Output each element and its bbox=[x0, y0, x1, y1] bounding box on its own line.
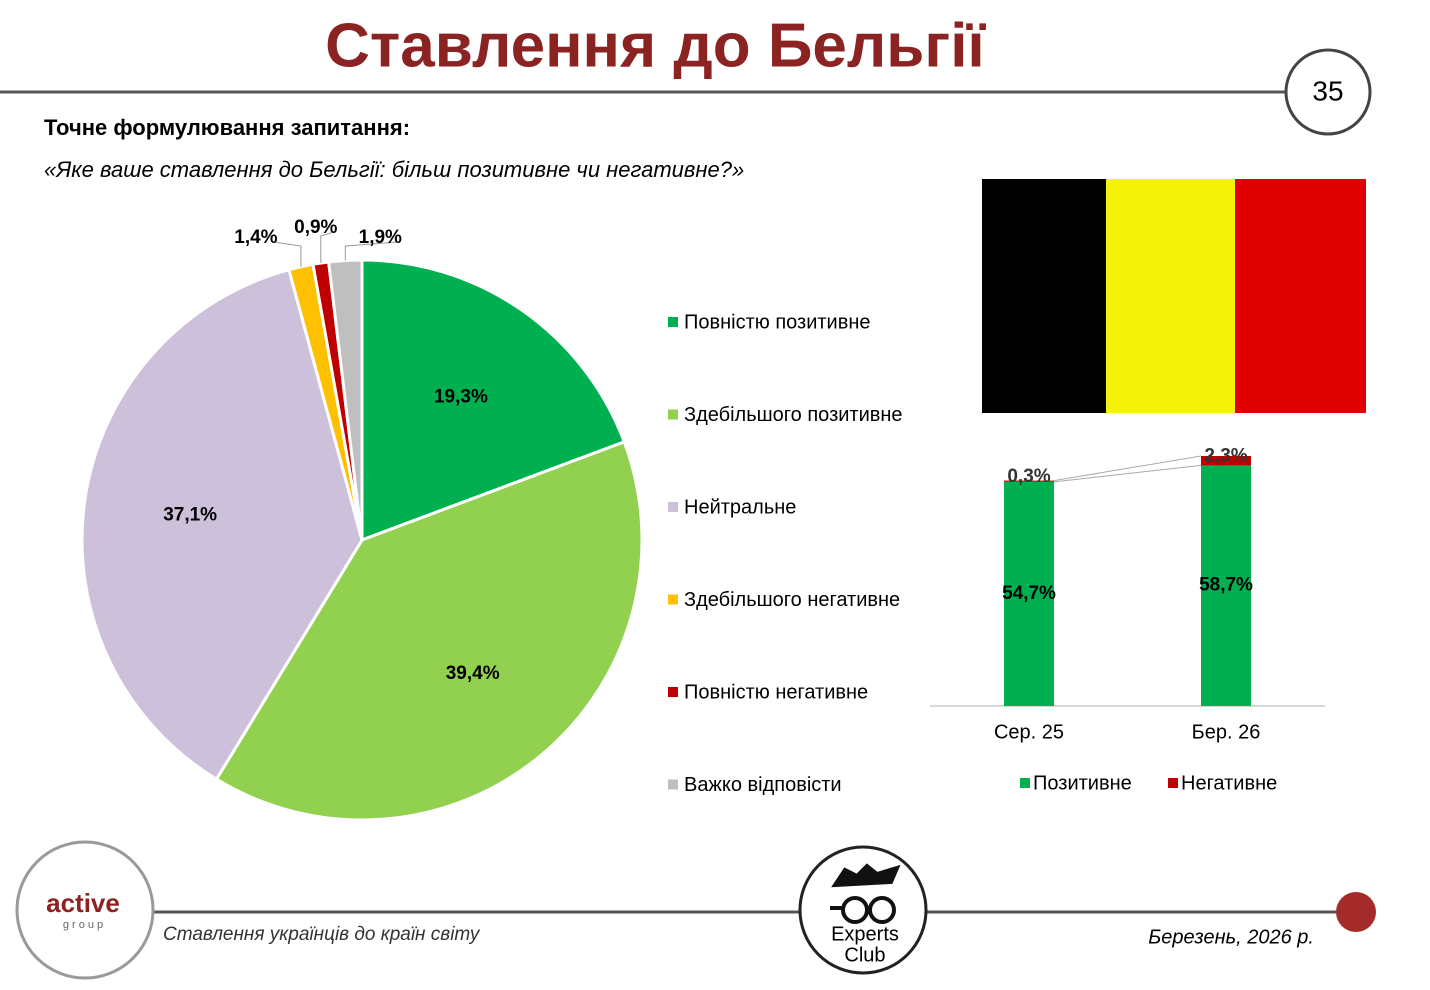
leader-line bbox=[344, 241, 399, 261]
question-heading: Точне формулювання запитання: bbox=[44, 115, 410, 140]
question: «Яке ваше ставлення до Бельгії: більш по… bbox=[44, 157, 744, 182]
logo-experts-text: Experts bbox=[831, 923, 899, 945]
x-tick-label: Бер. 26 bbox=[1192, 721, 1261, 743]
bar-segment bbox=[1004, 481, 1054, 706]
legend-swatch bbox=[668, 779, 678, 790]
legend-swatch bbox=[668, 502, 678, 512]
pie-label: 39,4% bbox=[446, 663, 500, 684]
legend-swatch bbox=[668, 409, 678, 420]
footer-date: Березень, 2026 р. bbox=[1148, 926, 1314, 948]
pie-label: 37,1% bbox=[163, 505, 217, 526]
leader-line bbox=[320, 231, 334, 264]
bar-label: 58,7% bbox=[1199, 575, 1253, 596]
footer-dot bbox=[1336, 892, 1376, 932]
logo-club-text: Club bbox=[844, 944, 885, 966]
legend-label: Важко відповісти bbox=[684, 774, 842, 796]
legend-swatch bbox=[668, 317, 678, 327]
legend-label: Нейтральне bbox=[684, 496, 796, 518]
bar-segment bbox=[1201, 465, 1251, 706]
pie-label: 19,3% bbox=[434, 386, 488, 407]
pie-label: 1,4% bbox=[234, 227, 277, 248]
bar-segment bbox=[1004, 480, 1054, 482]
pie-label: 1,9% bbox=[359, 227, 402, 248]
leader-line bbox=[273, 241, 302, 267]
slide-title: Ставлення до Бельгії bbox=[325, 11, 986, 80]
page-badge bbox=[1284, 48, 1372, 136]
bar-label: 54,7% bbox=[1002, 583, 1056, 604]
legend-swatch bbox=[1168, 778, 1178, 788]
legend-label: Повністю негативне bbox=[684, 681, 868, 703]
pie-slice bbox=[326, 258, 364, 541]
connector-line bbox=[1053, 455, 1202, 482]
pie-slice bbox=[214, 439, 644, 822]
legend-label: Здебільшого позитивне bbox=[684, 404, 903, 426]
pie-slice bbox=[360, 258, 627, 543]
pie-label: 0,9% bbox=[294, 217, 337, 238]
legend-label: Негативне bbox=[1181, 772, 1277, 794]
bar-label: 0,3% bbox=[1007, 466, 1050, 487]
footer-caption: Ставлення українців до країн світу bbox=[163, 924, 481, 945]
logo-active-text: active bbox=[46, 888, 120, 918]
logo-active bbox=[15, 840, 155, 980]
logo-glasses bbox=[830, 863, 901, 924]
bar-segment bbox=[1201, 456, 1251, 466]
legend-label: Позитивне bbox=[1033, 772, 1132, 794]
pie-slice bbox=[80, 267, 364, 782]
connector-line bbox=[1053, 464, 1202, 483]
legend-swatch bbox=[668, 594, 678, 605]
x-tick-label: Сер. 25 bbox=[994, 721, 1064, 743]
legend-swatch bbox=[1020, 778, 1030, 788]
bar-label: 2,3% bbox=[1204, 446, 1247, 467]
bar-chart: 54,7% 0,3% Сер. 25 58,7% 2,3% Бер. 26 Позитивн… bbox=[930, 446, 1325, 794]
logo-active-sub: g r o u p bbox=[63, 919, 103, 931]
flag bbox=[982, 179, 1366, 413]
pie-chart: 19,3% Повністю позитивне 39,4% Здебільшого … bbox=[80, 217, 903, 822]
legend-label: Здебільшого негативне bbox=[684, 589, 900, 611]
legend-label: Повністю позитивне bbox=[684, 311, 871, 333]
page-number: 35 bbox=[1312, 75, 1343, 106]
legend-swatch bbox=[668, 687, 678, 697]
